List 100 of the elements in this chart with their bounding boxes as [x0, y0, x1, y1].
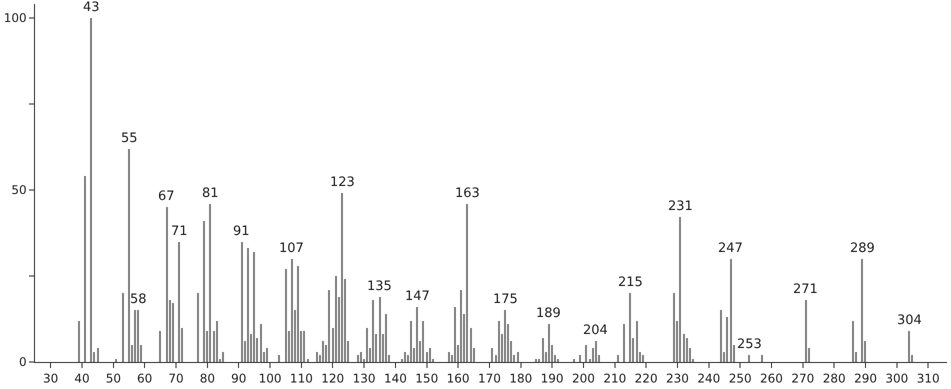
x-tick-label: 260 — [760, 371, 783, 386]
bar — [172, 303, 174, 362]
y-tick-label: 100 — [4, 10, 27, 25]
annotation: 123 — [330, 175, 355, 190]
x-tick-label: 110 — [290, 371, 313, 386]
annotation: 135 — [367, 279, 392, 294]
annotation: 304 — [897, 313, 922, 328]
bar — [84, 176, 86, 362]
bar — [642, 355, 644, 362]
x-tick-label: 240 — [697, 371, 720, 386]
bar — [203, 221, 205, 362]
bar — [542, 338, 544, 362]
x-tick-label: 40 — [74, 371, 90, 386]
x-tick-label: 230 — [666, 371, 689, 386]
bar — [573, 359, 575, 362]
bar — [579, 355, 581, 362]
bar — [253, 252, 255, 362]
bar — [307, 359, 309, 362]
annotation: 147 — [405, 289, 430, 304]
bar — [404, 352, 406, 362]
bar — [291, 259, 293, 362]
annotation: 58 — [130, 292, 147, 307]
bar — [278, 355, 280, 362]
bar — [178, 242, 180, 362]
y-tick-label: 50 — [11, 183, 27, 198]
annotation: 271 — [793, 282, 818, 297]
bar — [341, 193, 343, 362]
bar — [316, 352, 318, 362]
annotation: 71 — [171, 224, 188, 239]
bar — [322, 341, 324, 362]
annotation: 253 — [737, 337, 762, 352]
annotation: 67 — [158, 189, 175, 204]
x-tick-label: 50 — [106, 371, 121, 386]
annotation: 91 — [233, 224, 250, 239]
bar — [679, 217, 681, 362]
x-tick-label: 220 — [634, 371, 658, 386]
bar — [683, 334, 685, 362]
bar — [372, 300, 374, 362]
bar — [429, 348, 431, 362]
bar — [209, 204, 211, 362]
annotation: 81 — [202, 186, 219, 201]
bar — [557, 359, 559, 362]
bar — [636, 321, 638, 362]
bar — [908, 331, 910, 362]
y-tick-label: 0 — [18, 355, 27, 370]
bar — [134, 310, 136, 362]
annotation: 289 — [850, 241, 875, 256]
annotation: 107 — [279, 241, 304, 256]
x-tick-label: 120 — [321, 371, 344, 386]
annotation: 43 — [83, 0, 100, 15]
bar — [535, 359, 537, 362]
bar — [629, 293, 631, 362]
bar — [538, 359, 540, 362]
annotation: 204 — [583, 323, 608, 338]
bar — [491, 348, 493, 362]
annotation: 163 — [455, 186, 480, 201]
bar — [448, 352, 450, 362]
x-tick-label: 130 — [352, 371, 376, 386]
bar — [197, 293, 199, 362]
bar — [328, 290, 330, 362]
bar — [97, 348, 99, 362]
x-tick-label: 80 — [200, 371, 216, 386]
bar — [548, 324, 550, 362]
bar — [595, 341, 597, 362]
bar — [422, 321, 424, 362]
x-tick-label: 300 — [885, 371, 908, 386]
bar — [115, 359, 117, 362]
bar — [466, 204, 468, 362]
bar — [366, 328, 368, 362]
bar — [686, 338, 688, 362]
bar — [222, 352, 224, 362]
x-tick-label: 270 — [791, 371, 814, 386]
bar — [90, 18, 92, 362]
bar — [761, 355, 763, 362]
bar — [416, 307, 418, 362]
bar — [137, 310, 139, 362]
bar — [297, 266, 299, 362]
x-tick-label: 90 — [231, 371, 246, 386]
x-tick-label: 310 — [916, 371, 940, 386]
x-tick-label: 200 — [572, 371, 595, 386]
bar — [504, 310, 506, 362]
bar — [216, 321, 218, 362]
annotation: 55 — [121, 131, 138, 146]
bar — [360, 352, 362, 362]
annotation: 175 — [493, 292, 518, 307]
bar — [260, 324, 262, 362]
bar — [410, 321, 412, 362]
bar — [498, 321, 500, 362]
annotation: 215 — [618, 275, 643, 290]
annotation: 247 — [718, 241, 743, 256]
x-tick-label: 140 — [384, 371, 407, 386]
annotation: 231 — [668, 199, 693, 214]
bar — [159, 331, 161, 362]
x-tick-label: 290 — [854, 371, 877, 386]
bar — [241, 242, 243, 362]
x-tick-label: 150 — [415, 371, 438, 386]
bar — [726, 317, 728, 362]
bar — [852, 321, 854, 362]
bar — [861, 259, 863, 362]
bar — [748, 355, 750, 362]
